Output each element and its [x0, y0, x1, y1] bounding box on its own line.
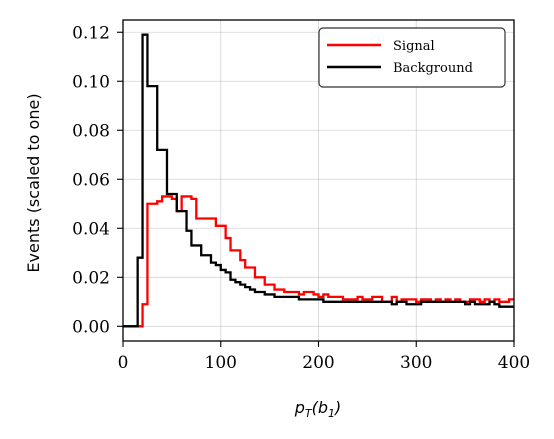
x-tick-label: 300 [400, 353, 432, 373]
y-tick-label: 0.10 [72, 72, 110, 92]
y-tick-label: 0.04 [72, 219, 110, 239]
y-tick-label: 0.00 [72, 317, 110, 337]
y-tick-label: 0.06 [72, 170, 110, 190]
x-tick-label: 0 [118, 353, 129, 373]
background-step-line [123, 33, 514, 328]
legend-label-background: Background [393, 61, 473, 76]
axis-ticks: 0 100 200 300 400 0.00 0.02 0.04 0.06 0.08 0.10 0.1… [72, 23, 530, 373]
y-tick-label: 0.08 [72, 121, 110, 141]
y-axis-title: Events (scaled to one) [24, 93, 43, 272]
x-axis-title: pT(b1) [294, 398, 342, 420]
x-tick-label: 100 [205, 353, 237, 373]
x-tick-label: 200 [302, 353, 334, 373]
legend-label-signal: Signal [393, 39, 435, 54]
x-tick-label: 400 [498, 353, 530, 373]
legend: Signal Background [318, 27, 506, 88]
legend-box [318, 27, 506, 88]
y-tick-label: 0.12 [72, 23, 110, 43]
series-lines [123, 33, 514, 328]
y-tick-label: 0.02 [72, 268, 110, 288]
